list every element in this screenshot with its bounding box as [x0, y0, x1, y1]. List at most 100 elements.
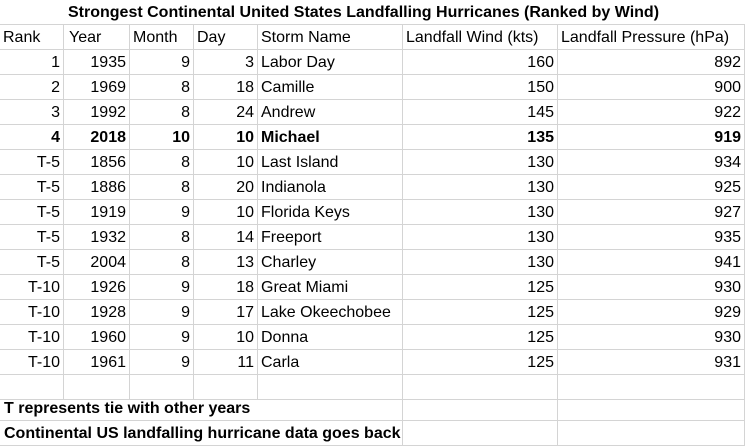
day-cell[interactable]: 18 [194, 75, 258, 100]
storm-name-cell[interactable]: Indianola [258, 175, 403, 200]
rank-cell[interactable]: 3 [0, 100, 64, 125]
header-year[interactable]: Year [64, 25, 130, 50]
header-storm-name[interactable]: Storm Name [258, 25, 403, 50]
wind-cell[interactable]: 130 [403, 175, 558, 200]
blank-cell[interactable] [403, 375, 558, 400]
storm-name-cell[interactable]: Andrew [258, 100, 403, 125]
day-cell[interactable]: 10 [194, 200, 258, 225]
day-cell[interactable]: 10 [194, 125, 258, 150]
month-cell[interactable]: 8 [130, 225, 194, 250]
storm-name-cell[interactable]: Donna [258, 325, 403, 350]
year-cell[interactable]: 1928 [64, 300, 130, 325]
header-landfall-wind[interactable]: Landfall Wind (kts) [403, 25, 558, 50]
year-cell[interactable]: 1992 [64, 100, 130, 125]
storm-name-cell[interactable]: Michael [258, 125, 403, 150]
pressure-cell[interactable]: 929 [558, 300, 745, 325]
blank-cell[interactable] [558, 421, 745, 446]
month-cell[interactable]: 8 [130, 250, 194, 275]
pressure-cell[interactable]: 931 [558, 350, 745, 375]
rank-cell[interactable]: T-10 [0, 300, 64, 325]
wind-cell[interactable]: 145 [403, 100, 558, 125]
month-cell[interactable]: 9 [130, 50, 194, 75]
wind-cell[interactable]: 125 [403, 325, 558, 350]
day-cell[interactable]: 18 [194, 275, 258, 300]
storm-name-cell[interactable]: Carla [258, 350, 403, 375]
month-cell[interactable]: 8 [130, 100, 194, 125]
blank-cell[interactable] [130, 375, 194, 400]
rank-cell[interactable]: T-10 [0, 325, 64, 350]
wind-cell[interactable]: 130 [403, 150, 558, 175]
pressure-cell[interactable]: 930 [558, 275, 745, 300]
rank-cell[interactable]: 4 [0, 125, 64, 150]
storm-name-cell[interactable]: Lake Okeechobee [258, 300, 403, 325]
month-cell[interactable]: 9 [130, 325, 194, 350]
year-cell[interactable]: 1935 [64, 50, 130, 75]
sheet-title[interactable]: Strongest Continental United States Land… [0, 0, 745, 25]
day-cell[interactable]: 10 [194, 150, 258, 175]
day-cell[interactable]: 17 [194, 300, 258, 325]
pressure-cell[interactable]: 922 [558, 100, 745, 125]
wind-cell[interactable]: 130 [403, 225, 558, 250]
note-history[interactable]: Continental US landfalling hurricane dat… [0, 421, 403, 446]
month-cell[interactable]: 9 [130, 300, 194, 325]
wind-cell[interactable]: 125 [403, 275, 558, 300]
pressure-cell[interactable]: 935 [558, 225, 745, 250]
pressure-cell[interactable]: 925 [558, 175, 745, 200]
day-cell[interactable]: 10 [194, 325, 258, 350]
day-cell[interactable]: 20 [194, 175, 258, 200]
blank-cell[interactable] [558, 396, 745, 421]
storm-name-cell[interactable]: Camille [258, 75, 403, 100]
pressure-cell[interactable]: 930 [558, 325, 745, 350]
wind-cell[interactable]: 130 [403, 200, 558, 225]
year-cell[interactable]: 1856 [64, 150, 130, 175]
wind-cell[interactable]: 125 [403, 300, 558, 325]
month-cell[interactable]: 8 [130, 150, 194, 175]
wind-cell[interactable]: 135 [403, 125, 558, 150]
blank-cell[interactable] [258, 375, 403, 400]
day-cell[interactable]: 24 [194, 100, 258, 125]
blank-cell[interactable] [0, 375, 64, 400]
pressure-cell[interactable]: 934 [558, 150, 745, 175]
wind-cell[interactable]: 150 [403, 75, 558, 100]
storm-name-cell[interactable]: Great Miami [258, 275, 403, 300]
day-cell[interactable]: 11 [194, 350, 258, 375]
header-day[interactable]: Day [194, 25, 258, 50]
wind-cell[interactable]: 125 [403, 350, 558, 375]
storm-name-cell[interactable]: Last Island [258, 150, 403, 175]
header-rank[interactable]: Rank [0, 25, 64, 50]
month-cell[interactable]: 9 [130, 275, 194, 300]
blank-cell[interactable] [194, 375, 258, 400]
year-cell[interactable]: 1919 [64, 200, 130, 225]
month-cell[interactable]: 9 [130, 350, 194, 375]
storm-name-cell[interactable]: Charley [258, 250, 403, 275]
year-cell[interactable]: 1886 [64, 175, 130, 200]
rank-cell[interactable]: 1 [0, 50, 64, 75]
header-landfall-pressure[interactable]: Landfall Pressure (hPa) [558, 25, 745, 50]
year-cell[interactable]: 1960 [64, 325, 130, 350]
month-cell[interactable]: 8 [130, 175, 194, 200]
note-tie[interactable]: T represents tie with other years [0, 396, 403, 421]
storm-name-cell[interactable]: Freeport [258, 225, 403, 250]
rank-cell[interactable]: T-5 [0, 150, 64, 175]
blank-cell[interactable] [403, 396, 558, 421]
wind-cell[interactable]: 160 [403, 50, 558, 75]
month-cell[interactable]: 8 [130, 75, 194, 100]
day-cell[interactable]: 3 [194, 50, 258, 75]
month-cell[interactable]: 9 [130, 200, 194, 225]
pressure-cell[interactable]: 892 [558, 50, 745, 75]
blank-cell[interactable] [403, 421, 558, 446]
rank-cell[interactable]: T-10 [0, 275, 64, 300]
rank-cell[interactable]: T-10 [0, 350, 64, 375]
pressure-cell[interactable]: 900 [558, 75, 745, 100]
storm-name-cell[interactable]: Labor Day [258, 50, 403, 75]
rank-cell[interactable]: T-5 [0, 175, 64, 200]
month-cell[interactable]: 10 [130, 125, 194, 150]
rank-cell[interactable]: T-5 [0, 225, 64, 250]
pressure-cell[interactable]: 941 [558, 250, 745, 275]
storm-name-cell[interactable]: Florida Keys [258, 200, 403, 225]
year-cell[interactable]: 1961 [64, 350, 130, 375]
year-cell[interactable]: 1926 [64, 275, 130, 300]
rank-cell[interactable]: 2 [0, 75, 64, 100]
header-month[interactable]: Month [130, 25, 194, 50]
pressure-cell[interactable]: 919 [558, 125, 745, 150]
